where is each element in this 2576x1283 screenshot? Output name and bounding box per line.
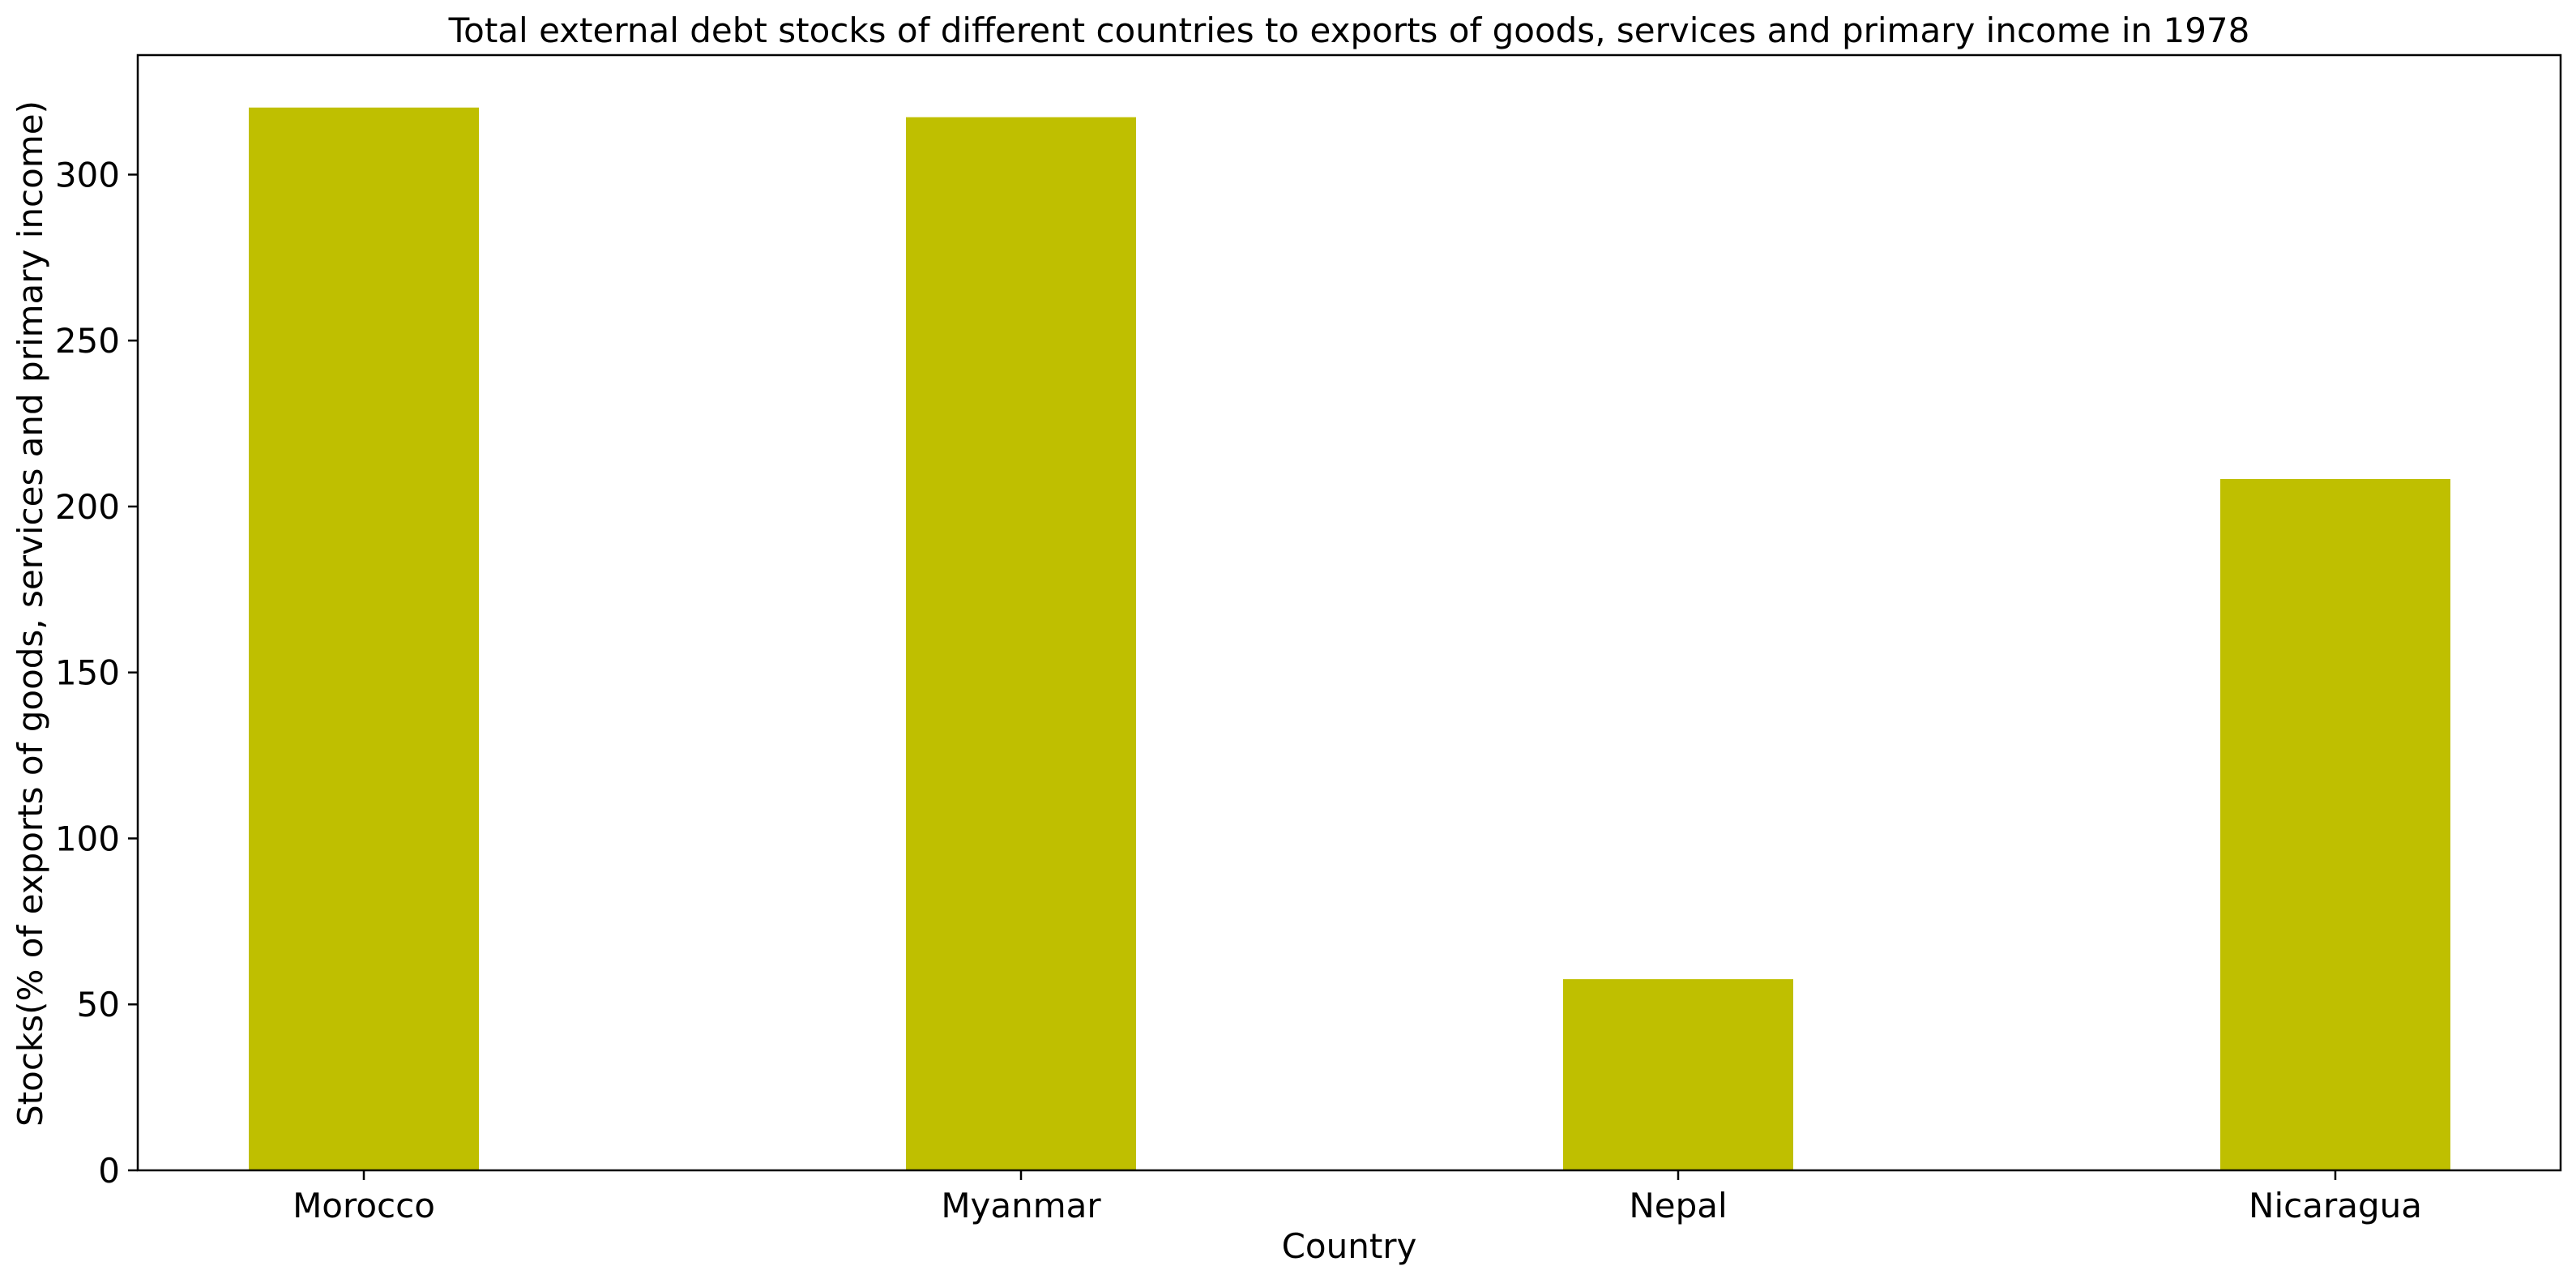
plot-area [249,107,2450,1171]
y-tick-label: 0 [98,1151,120,1191]
chart-title: Total external debt stocks of different … [448,11,2250,50]
x-axis-label: Country [1282,1226,1417,1266]
y-tick-label: 50 [77,985,120,1024]
y-tick-label: 150 [55,653,120,693]
bar-morocco [249,107,479,1171]
y-axis-ticks: 0 50 100 150 200 250 300 [55,155,138,1191]
y-tick-label: 200 [55,487,120,527]
y-tick-label: 300 [55,155,120,195]
y-tick-label: 100 [55,819,120,858]
plot-frame [136,53,2562,1172]
x-tick-label: Myanmar [941,1186,1101,1225]
bar-nepal [1563,979,1793,1170]
x-tick-label: Nicaragua [2249,1186,2422,1225]
bar-nicaragua [2220,478,2450,1170]
x-axis-ticks: Morocco Myanmar Nepal Nicaragua [293,1170,2422,1225]
bar-myanmar [906,117,1136,1171]
x-tick-label: Morocco [293,1186,435,1225]
y-axis-label: Stocks(% of exports of goods, services a… [11,101,50,1127]
x-tick-label: Nepal [1629,1186,1727,1225]
y-tick-label: 250 [55,321,120,361]
